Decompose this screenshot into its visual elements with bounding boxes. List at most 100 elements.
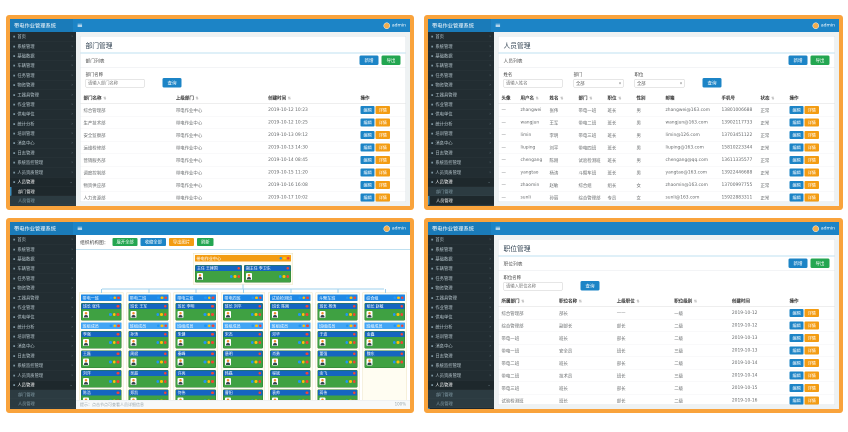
add-dot-icon[interactable] [349,360,352,364]
delete-button[interactable]: 删除 [819,334,835,342]
user-avatar[interactable] [383,22,390,29]
org-person-node[interactable]: 班长 刘平 [222,303,264,321]
sidebar-subitem[interactable]: 职位管理 [428,408,494,409]
detail-button[interactable]: 详情 [375,118,390,127]
edit-button[interactable]: 编辑 [360,131,375,139]
column-header[interactable]: 职位级别 ⇅ [671,295,729,307]
delete-dot-icon[interactable] [164,324,168,328]
search-input[interactable] [503,282,563,291]
edit-button[interactable]: 编辑 [789,321,804,330]
add-dot-icon[interactable] [255,296,258,300]
sidebar-item[interactable]: ▪ 物资管理 › [428,80,494,91]
menu-toggle-icon[interactable]: ≡ [495,21,501,30]
add-dot-icon[interactable] [160,324,164,328]
tab-list-label[interactable]: 职位列表 [503,261,523,267]
sidebar-subitem[interactable]: 人员管理 [10,196,76,206]
add-dot-icon[interactable] [254,380,258,383]
add-dot-icon[interactable] [349,313,352,316]
sidebar-item[interactable]: ▪ 基础数据 › [428,254,494,265]
org-person-node[interactable]: 李强 [81,331,122,349]
sidebar-item[interactable]: ▪ 供电单位 › [10,110,76,120]
delete-dot-icon[interactable] [237,266,240,270]
column-header[interactable]: 上级职位 ⇅ [613,295,672,307]
delete-dot-icon[interactable] [352,380,356,383]
sidebar-item[interactable]: ▪ 统计分析 › [10,119,76,129]
search-input[interactable] [503,79,563,88]
delete-dot-icon[interactable] [352,371,356,375]
add-dot-icon[interactable] [396,341,400,344]
edit-dot-icon[interactable] [345,296,349,300]
org-person-node[interactable]: 何伟 [175,389,216,400]
edit-button[interactable]: 编辑 [789,193,804,202]
add-dot-icon[interactable] [207,313,211,316]
add-dot-icon[interactable] [301,341,305,344]
sidebar-item[interactable]: ▪ 消息中心 › [428,139,494,149]
sidebar-subitem[interactable]: 人员管理 [428,399,494,409]
add-dot-icon[interactable] [301,360,305,364]
edit-dot-icon[interactable] [203,341,207,344]
add-dot-icon[interactable] [282,275,286,278]
add-dot-icon[interactable] [255,324,258,328]
detail-button[interactable]: 详情 [804,359,819,367]
add-dot-icon[interactable] [207,360,211,364]
sidebar-subitem[interactable]: 部门管理 [428,187,494,197]
org-person-node[interactable]: 郑凯 [128,389,169,400]
org-person-node[interactable]: 班长 陈刚 [270,303,311,321]
menu-toggle-icon[interactable]: ≡ [77,21,83,30]
edit-button[interactable]: 编辑 [789,371,804,380]
org-person-node[interactable]: 班长 杨涛 [317,303,358,321]
org-subgroup-header[interactable]: 班组成员 [317,322,358,329]
delete-dot-icon[interactable] [117,296,120,300]
sidebar-item[interactable]: ▪ 基础数据 › [10,51,76,62]
edit-button[interactable]: 编辑 [789,118,804,127]
delete-dot-icon[interactable] [352,360,356,364]
delete-dot-icon[interactable] [258,304,262,308]
edit-dot-icon[interactable] [156,341,160,344]
sidebar-subitem[interactable]: 人员管理 [428,196,494,206]
add-dot-icon[interactable] [302,296,306,300]
orgchart-toolbar-button[interactable]: 刷新 [197,238,214,246]
delete-dot-icon[interactable] [400,352,404,356]
edit-dot-icon[interactable] [393,296,397,300]
org-department-header[interactable]: 带电一班 [81,294,122,301]
sidebar-item[interactable]: ▪ 人员资质管理 › [428,371,494,381]
delete-dot-icon[interactable] [258,360,262,364]
search-select[interactable]: 全部 ▾ [573,79,624,88]
edit-dot-icon[interactable] [393,324,397,328]
delete-dot-icon[interactable] [163,371,167,375]
org-department-header[interactable]: 斗臂车班 [317,294,358,301]
edit-button[interactable]: 编辑 [789,346,804,355]
delete-button[interactable]: 删除 [819,321,835,330]
sort-icon[interactable]: ⇅ [521,299,525,304]
delete-dot-icon[interactable] [400,332,404,336]
sidebar-item[interactable]: ▪ 首页 › [428,32,494,42]
search-select[interactable]: 全部 ▾ [634,79,685,88]
detail-button[interactable]: 详情 [804,321,819,330]
add-dot-icon[interactable] [207,341,211,344]
delete-dot-icon[interactable] [286,275,289,278]
sidebar-item[interactable]: ▪ 系统管理 › [428,42,494,52]
org-person-node[interactable]: 孙涛 [128,331,169,349]
edit-dot-icon[interactable] [204,324,207,328]
detail-button[interactable]: 详情 [375,156,390,164]
delete-button[interactable]: 删除 [390,181,406,189]
org-department-header[interactable]: 带电三班 [175,294,216,301]
delete-button[interactable]: 删除 [390,156,406,164]
delete-dot-icon[interactable] [400,296,404,300]
delete-button[interactable]: 删除 [819,106,835,114]
menu-toggle-icon[interactable]: ≡ [77,224,83,233]
sidebar-item[interactable]: ▪ 基础数据 › [10,254,76,265]
delete-dot-icon[interactable] [237,275,240,278]
delete-dot-icon[interactable] [258,380,262,383]
column-header[interactable]: 职位 ⇅ [604,92,634,104]
org-person-node[interactable]: 唐明 [222,350,264,368]
sort-icon[interactable]: ⇅ [287,96,292,101]
edit-button[interactable]: 编辑 [360,156,375,164]
delete-dot-icon[interactable] [258,296,262,300]
edit-dot-icon[interactable] [298,324,302,328]
user-name[interactable]: admin [391,23,406,28]
add-dot-icon[interactable] [112,360,116,364]
sidebar-item[interactable]: ▪ 作业管理 › [10,303,76,313]
column-header[interactable]: 部门 ⇅ [575,92,605,104]
org-root-node[interactable]: 带电作业中心 主任 王建国 副主任 李卫东 [193,253,293,285]
